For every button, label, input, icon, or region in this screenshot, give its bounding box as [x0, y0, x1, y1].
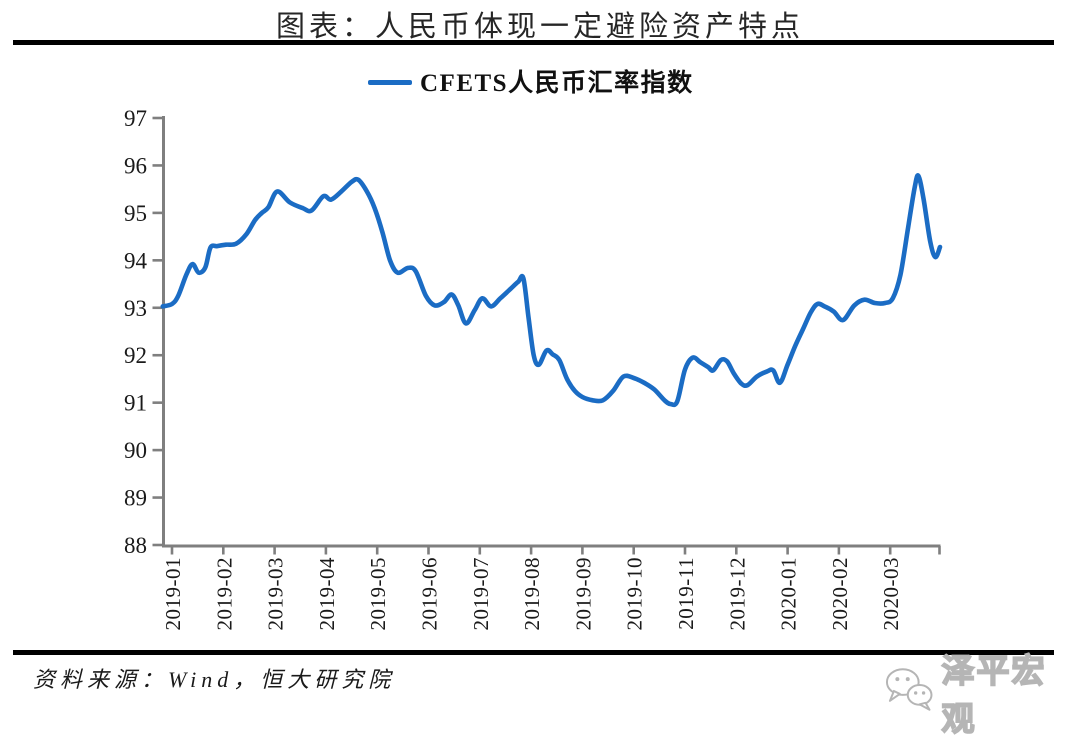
- chart-legend: CFETS人民币汇率指数: [368, 63, 694, 99]
- legend-line-swatch: [368, 79, 412, 85]
- svg-text:93: 93: [124, 296, 147, 321]
- svg-text:2019-07: 2019-07: [469, 557, 493, 631]
- wechat-icon: [885, 668, 933, 711]
- watermark: 泽平宏观: [884, 636, 1080, 740]
- svg-text:96: 96: [124, 153, 147, 178]
- svg-text:2019-02: 2019-02: [212, 557, 236, 631]
- legend-label: CFETS人民币汇率指数: [420, 70, 694, 97]
- page-title: 图表：人民币体现一定避险资产特点: [275, 11, 804, 43]
- x-axis-labels: 2019-01 2019-02 2019-03 2019-04 2019-05 2019-…: [161, 557, 903, 631]
- bottom-rule: [13, 650, 1054, 655]
- svg-text:92: 92: [124, 343, 147, 368]
- svg-text:2019-01: 2019-01: [161, 557, 185, 631]
- svg-text:2019-09: 2019-09: [571, 557, 595, 631]
- svg-text:89: 89: [124, 486, 147, 511]
- svg-text:94: 94: [124, 248, 148, 273]
- axes: [162, 116, 941, 548]
- svg-text:2019-06: 2019-06: [418, 557, 442, 631]
- source-note: 资料来源：Wind，恒大研究院: [33, 667, 396, 692]
- svg-text:2019-04: 2019-04: [315, 557, 339, 631]
- svg-text:2019-03: 2019-03: [264, 557, 288, 631]
- svg-text:95: 95: [124, 201, 147, 226]
- y-axis-labels: 88 89 90 91 92 93 94 95 96 97: [124, 106, 148, 558]
- svg-text:2019-08: 2019-08: [520, 557, 544, 631]
- svg-text:2019-05: 2019-05: [366, 557, 390, 631]
- svg-text:2020-02: 2020-02: [828, 557, 852, 631]
- svg-text:91: 91: [124, 391, 147, 416]
- svg-text:90: 90: [124, 438, 147, 463]
- tick-marks: [152, 116, 941, 555]
- watermark-text: 泽平宏观: [941, 653, 1047, 739]
- svg-text:2020-03: 2020-03: [879, 557, 903, 631]
- svg-text:2019-10: 2019-10: [623, 557, 647, 631]
- svg-text:97: 97: [124, 106, 147, 131]
- series-line: [160, 173, 943, 408]
- top-rule: [13, 40, 1054, 45]
- svg-text:2020-01: 2020-01: [777, 557, 801, 631]
- svg-text:2019-11: 2019-11: [674, 557, 698, 630]
- svg-text:2019-12: 2019-12: [725, 557, 749, 631]
- svg-text:88: 88: [124, 533, 147, 558]
